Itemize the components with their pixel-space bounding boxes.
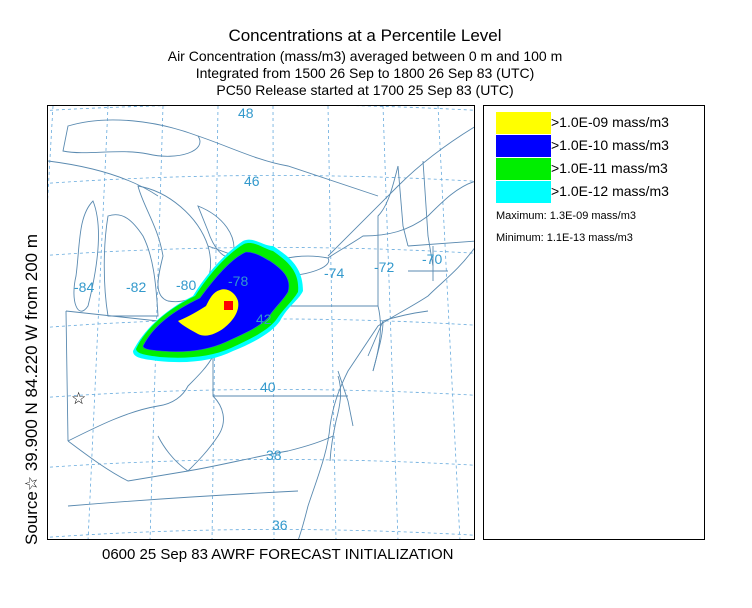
meridian-74 — [382, 106, 399, 539]
parallel-40 — [48, 389, 474, 398]
lon-label-84: -84 — [74, 279, 94, 295]
state-nj — [367, 320, 384, 372]
parallel-46 — [48, 175, 474, 184]
state-wv — [157, 395, 224, 472]
source-location-label: Source☆ 39.900 N 84.220 W from 200 m — [22, 233, 41, 545]
lon-label-74: -74 — [324, 265, 344, 281]
lon-label-80: -80 — [176, 277, 196, 293]
map-canvas: ☆ 48 46 42 40 38 36 -84 -82 -80 -78 -74 … — [48, 106, 474, 539]
longitude-labels: -84 -82 -80 -78 -74 -72 -70 — [74, 251, 442, 295]
parallel-48 — [48, 106, 474, 111]
lon-label-78: -78 — [228, 273, 248, 289]
legend-item-1e-12: >1.0E-12 mass/m3 — [496, 181, 696, 203]
legend-item-1e-09: >1.0E-09 mass/m3 — [496, 112, 696, 134]
boundaries — [48, 119, 474, 539]
parallel-38 — [48, 459, 474, 468]
legend-swatch-cyan — [496, 181, 551, 203]
lat-label-40: 40 — [260, 379, 276, 395]
legend-item-1e-11: >1.0E-11 mass/m3 — [496, 158, 696, 180]
chesapeake-bay — [329, 375, 342, 462]
forecast-footer: 0600 25 Sep 83 AWRF FORECAST INITIALIZAT… — [102, 546, 454, 563]
latitude-labels: 48 46 42 40 38 36 — [238, 106, 288, 533]
state-md-de — [337, 370, 354, 427]
michigan-lower — [103, 214, 159, 317]
lon-label-72: -72 — [374, 259, 394, 275]
subtitle-integration: Integrated from 1500 26 Sep to 1800 26 S… — [195, 65, 535, 81]
lake-huron — [137, 185, 212, 303]
lon-label-82: -82 — [126, 279, 146, 295]
st-lawrence — [327, 126, 474, 257]
lake-michigan — [73, 200, 99, 312]
parallel-36 — [48, 529, 474, 538]
ontario-upper — [197, 135, 379, 197]
state-vt-nh — [397, 160, 434, 267]
subtitle-averaging: Air Concentration (mass/m3) averaged bet… — [167, 48, 563, 64]
legend-label: >1.0E-09 mass/m3 — [551, 114, 669, 130]
lat-label-46: 46 — [244, 173, 260, 189]
chart-title: Concentrations at a Percentile Level — [228, 26, 502, 45]
atlantic-coast — [298, 247, 474, 539]
state-mass — [407, 240, 474, 247]
lat-label-36: 36 — [272, 517, 288, 533]
legend-swatch-green — [496, 158, 551, 180]
legend-swatch-yellow — [496, 112, 551, 134]
legend-panel: >1.0E-09 mass/m3 >1.0E-10 mass/m3 >1.0E-… — [483, 105, 705, 540]
state-ct-ri — [408, 246, 448, 281]
max-concentration-marker — [224, 301, 233, 310]
concentration-plume — [133, 239, 303, 363]
meridian-72 — [437, 106, 461, 539]
long-island — [382, 310, 429, 322]
meridian-76 — [327, 106, 337, 539]
legend-maximum: Maximum: 1.3E-09 mass/m3 — [496, 210, 636, 222]
state-ohio-river — [67, 355, 214, 442]
source-star-icon: ☆ — [71, 389, 86, 409]
legend-label: >1.0E-11 mass/m3 — [551, 160, 668, 176]
state-virginia — [67, 435, 334, 507]
contour-1e-09 — [178, 289, 239, 336]
legend-swatch-blue — [496, 135, 551, 157]
state-ny-vt — [377, 165, 399, 306]
lat-label-38: 38 — [266, 447, 282, 463]
state-pa-east — [372, 305, 381, 372]
lat-label-42: 42 — [256, 311, 272, 327]
legend-item-1e-10: >1.0E-10 mass/m3 — [496, 135, 696, 157]
lon-label-70: -70 — [422, 251, 442, 267]
plume-outline — [142, 251, 290, 353]
map-panel: ☆ 48 46 42 40 38 36 -84 -82 -80 -78 -74 … — [47, 105, 475, 540]
lake-superior — [62, 119, 201, 157]
meridian-84 — [87, 106, 109, 539]
legend-label: >1.0E-12 mass/m3 — [551, 183, 669, 199]
subtitle-release: PC50 Release started at 1700 25 Sep 83 (… — [216, 82, 514, 98]
state-kentucky — [67, 440, 189, 482]
legend-minimum: Minimum: 1.1E-13 mass/m3 — [496, 232, 633, 244]
meridian-86 — [48, 106, 54, 200]
legend-label: >1.0E-10 mass/m3 — [551, 137, 669, 153]
state-ohio-indiana — [65, 310, 159, 442]
lat-label-48: 48 — [238, 106, 254, 121]
